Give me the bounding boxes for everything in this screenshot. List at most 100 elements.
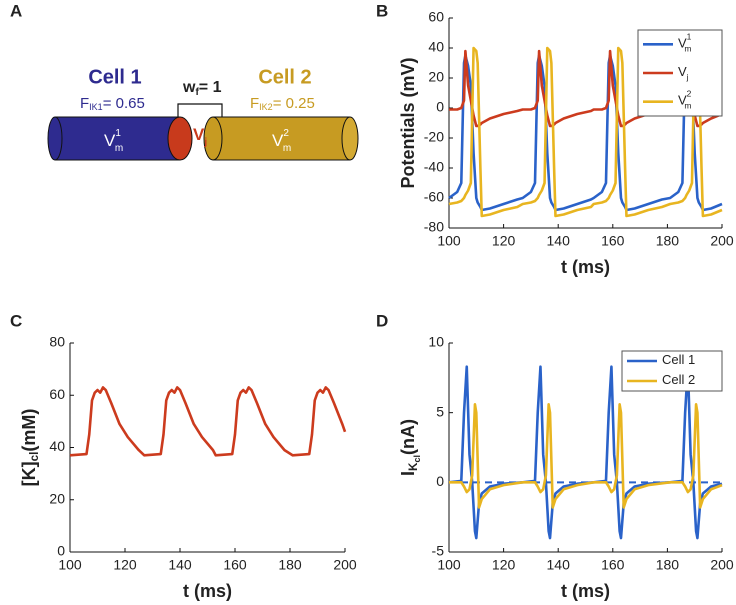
value: = 0.65 bbox=[103, 95, 145, 112]
panel-label: B bbox=[376, 1, 388, 20]
script: j bbox=[686, 72, 689, 82]
x-tick-label: 200 bbox=[333, 557, 357, 573]
y-tick-label: -40 bbox=[424, 159, 444, 175]
y-tick-label: 0 bbox=[57, 543, 65, 559]
y-tick-label: 40 bbox=[49, 438, 65, 454]
script: cl bbox=[412, 455, 422, 463]
superscript: 2 bbox=[283, 128, 289, 139]
x-tick-label: 140 bbox=[547, 557, 571, 573]
y-axis-label: Potentials (mV) bbox=[398, 57, 418, 188]
text-part: I bbox=[398, 471, 418, 476]
y-tick-label: 60 bbox=[49, 386, 65, 402]
series-line bbox=[448, 365, 723, 540]
script: cl bbox=[28, 452, 41, 462]
subscript: m bbox=[115, 143, 123, 154]
x-tick-label: 120 bbox=[492, 557, 516, 573]
subscript: m bbox=[283, 143, 291, 154]
legend-label: V2 m bbox=[678, 89, 692, 111]
x-tick-label: 180 bbox=[278, 557, 302, 573]
y-axis-label: IKcl(nA) bbox=[398, 419, 423, 476]
x-tick-label: 140 bbox=[547, 233, 571, 249]
x-tick-label: 100 bbox=[437, 557, 461, 573]
text-part: Cell 1 bbox=[662, 352, 695, 367]
symbol: F bbox=[250, 95, 259, 112]
text-part: V bbox=[678, 93, 687, 108]
panel-label: C bbox=[10, 311, 22, 330]
y-tick-label: 80 bbox=[49, 334, 65, 350]
cell-body bbox=[212, 116, 351, 161]
x-tick-label: 120 bbox=[113, 557, 137, 573]
x-tick-label: 200 bbox=[710, 233, 734, 249]
y-tick-label: 0 bbox=[436, 473, 444, 489]
legend-label: Cell 1 bbox=[662, 352, 695, 367]
x-tick-label: 160 bbox=[601, 557, 625, 573]
cell-label: Cell 2 bbox=[258, 66, 311, 88]
x-axis-label: t (ms) bbox=[183, 581, 232, 601]
subscript: IK2 bbox=[259, 102, 273, 112]
script: K bbox=[407, 462, 420, 471]
panel-label: A bbox=[10, 1, 22, 20]
x-axis-label: t (ms) bbox=[561, 257, 610, 277]
x-tick-label: 180 bbox=[656, 233, 680, 249]
text-part: V bbox=[678, 36, 687, 51]
cell-label: Cell 1 bbox=[88, 66, 141, 88]
potential-label: V1 m bbox=[104, 128, 123, 154]
y-tick-label: 5 bbox=[436, 403, 444, 419]
x-tick-label: 160 bbox=[223, 557, 247, 573]
x-tick-label: 100 bbox=[58, 557, 82, 573]
y-tick-label: -80 bbox=[424, 219, 444, 235]
y-tick-label: 60 bbox=[428, 9, 444, 25]
subscript: f bbox=[195, 87, 199, 98]
subscript: IK1 bbox=[89, 102, 103, 112]
conductance-label: FIK2= 0.25 bbox=[250, 95, 315, 112]
y-tick-label: -5 bbox=[432, 543, 445, 559]
diagram: A Cell 1 FIK1= 0.65 Cell 2 FIK2= 0.25 wf… bbox=[10, 1, 359, 161]
y-tick-label: 0 bbox=[436, 99, 444, 115]
x-tick-label: 100 bbox=[437, 233, 461, 249]
y-tick-label: -20 bbox=[424, 129, 444, 145]
script: 2 bbox=[687, 89, 692, 99]
script: m bbox=[684, 44, 691, 54]
y-tick-label: -60 bbox=[424, 189, 444, 205]
subscript: j bbox=[203, 137, 207, 148]
x-tick-label: 140 bbox=[168, 557, 192, 573]
y-axis-label: [K]cl(mM) bbox=[19, 409, 41, 487]
legend-label: Vj bbox=[678, 64, 689, 82]
y-tick-label: 20 bbox=[428, 69, 444, 85]
symbol: w bbox=[182, 79, 196, 96]
text-part: (mM) bbox=[19, 409, 39, 452]
conductance-label: FIK1= 0.65 bbox=[80, 95, 145, 112]
text-part: Cell 2 bbox=[662, 372, 695, 387]
script: m bbox=[684, 101, 691, 111]
symbol: V bbox=[272, 131, 284, 150]
text-part: (nA) bbox=[398, 419, 418, 455]
script: 1 bbox=[687, 32, 692, 42]
y-tick-label: 40 bbox=[428, 39, 444, 55]
x-tick-label: 160 bbox=[601, 233, 625, 249]
x-tick-label: 120 bbox=[492, 233, 516, 249]
text-part: [K] bbox=[19, 461, 39, 486]
series-line bbox=[448, 46, 723, 218]
x-axis-label: t (ms) bbox=[561, 581, 610, 601]
text-part: Potentials (mV) bbox=[398, 57, 418, 188]
series-line bbox=[449, 403, 723, 509]
value: = 0.25 bbox=[273, 95, 315, 112]
potential-label: Vj bbox=[193, 125, 207, 147]
symbol: F bbox=[80, 95, 89, 112]
cell-cap bbox=[341, 116, 359, 161]
x-tick-label: 200 bbox=[710, 557, 734, 573]
legend-label: V1 m bbox=[678, 32, 692, 54]
junction bbox=[167, 116, 193, 161]
symbol: V bbox=[193, 125, 205, 144]
value: = 1 bbox=[199, 79, 222, 96]
y-tick-label: 20 bbox=[49, 490, 65, 506]
potential-label: V2 m bbox=[272, 128, 291, 154]
legend-box bbox=[621, 350, 723, 392]
series-line bbox=[69, 386, 347, 457]
cell-cap bbox=[203, 116, 223, 161]
weight-label: wf= 1 bbox=[182, 79, 222, 97]
bracket bbox=[177, 103, 223, 117]
symbol: V bbox=[104, 131, 116, 150]
cell-body bbox=[54, 116, 181, 161]
